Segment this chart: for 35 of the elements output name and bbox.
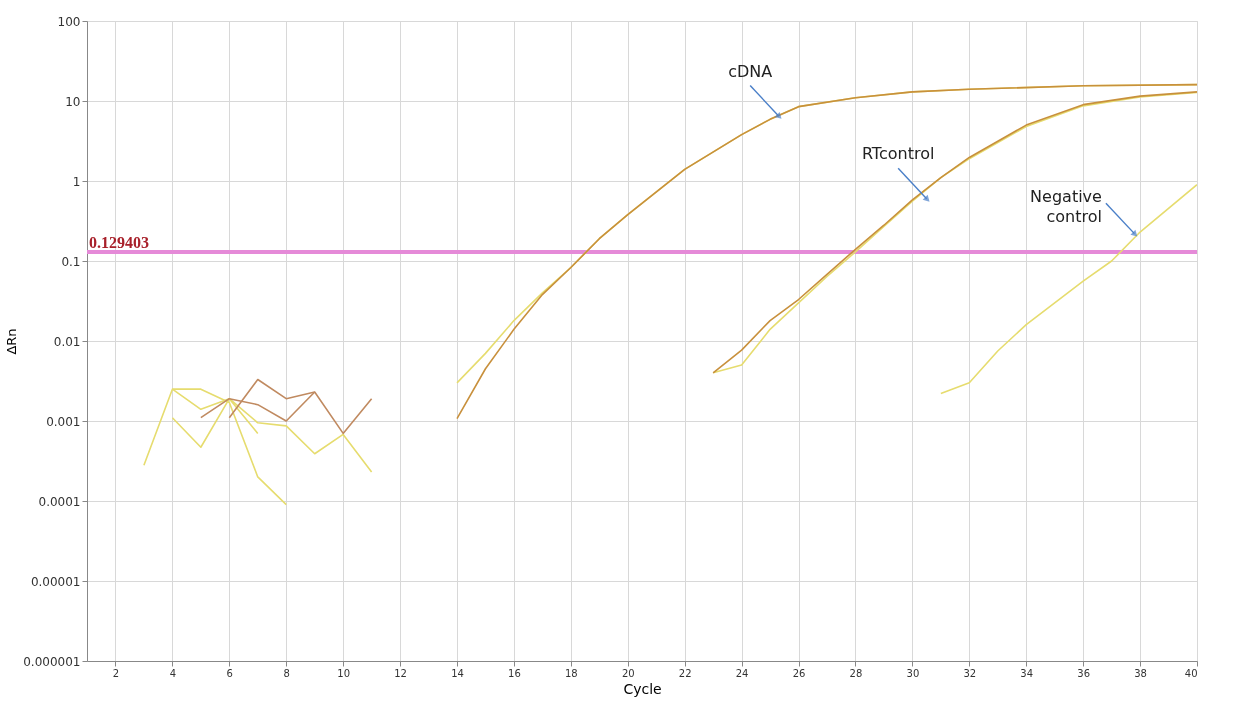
x-tick-label: 4 (169, 667, 177, 679)
x-tick-label: 32 (963, 667, 977, 679)
x-tick-label: 20 (621, 667, 635, 679)
y-tick-label: 0.00001 (30, 574, 81, 589)
y-tick-label: 100 (57, 14, 81, 29)
x-axis-title: Cycle (623, 680, 662, 697)
x-tick-label: 6 (226, 667, 233, 679)
x-tick-label: 8 (283, 667, 290, 679)
x-tick-label: 26 (792, 667, 806, 679)
x-tick-label: 18 (564, 667, 578, 679)
x-tick-label: 40 (1184, 667, 1198, 679)
x-tick-label: 10 (337, 667, 351, 679)
x-tick-label: 2 (112, 667, 120, 679)
x-tick-label: 28 (849, 667, 863, 679)
y-tick-label: 0.000001 (23, 654, 81, 669)
y-tick-label: 0.01 (53, 334, 81, 349)
x-tick-label: 24 (735, 667, 749, 679)
x-tick-label: 36 (1077, 667, 1091, 679)
annotation: cDNA (728, 61, 773, 81)
x-tick-label: 30 (906, 667, 920, 679)
y-tick-label: 0.001 (46, 414, 81, 429)
ref-line-label: 0.129403 (89, 234, 149, 252)
x-tick-label: 14 (451, 667, 464, 679)
x-tick-label: 38 (1134, 667, 1147, 679)
y-tick-label: 0.0001 (38, 494, 81, 509)
annotation: Negative control (1030, 187, 1102, 227)
annotation: RTcontrol (861, 144, 935, 164)
x-tick-label: 22 (678, 667, 692, 679)
y-tick-label: 1 (72, 174, 81, 189)
x-tick-label: 12 (394, 667, 407, 679)
y-axis-title: ΔRn (4, 328, 20, 355)
y-tick-label: 0.1 (61, 254, 81, 269)
x-tick-label: 16 (508, 667, 521, 679)
y-tick-label: 10 (65, 94, 81, 109)
x-tick-label: 34 (1020, 667, 1034, 679)
